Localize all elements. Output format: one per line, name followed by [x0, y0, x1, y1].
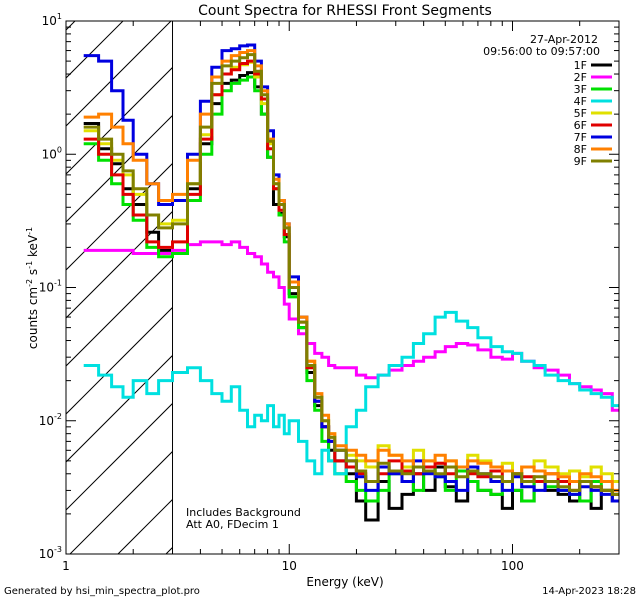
series-6F — [83, 59, 619, 496]
hatch-line — [66, 21, 172, 127]
legend-label: 3F — [574, 83, 587, 96]
hatch-line — [66, 66, 173, 175]
series-5F — [83, 60, 619, 483]
legend-label: 8F — [574, 143, 587, 156]
legend-label: 7F — [574, 131, 587, 144]
hatch-line — [66, 402, 173, 511]
legend-label: 4F — [574, 95, 587, 108]
y-tick-label: 10-3 — [39, 545, 62, 561]
x-axis-label: Energy (keV) — [306, 575, 383, 589]
series-4F — [83, 310, 619, 476]
chart-title: Count Spectra for RHESSI Front Segments — [198, 3, 492, 19]
x-tick-label: 1 — [62, 559, 70, 573]
legend-label: 9F — [574, 155, 587, 168]
series-8F — [83, 49, 619, 492]
hatch-line — [66, 258, 173, 367]
annotation-line-1: Includes Background — [186, 506, 301, 519]
hatch-line — [69, 450, 173, 554]
series-3F — [83, 75, 619, 503]
legend-label: 6F — [574, 119, 587, 132]
observation-time-range: 09:56:00 to 09:57:00 — [483, 45, 600, 58]
observation-date: 27-Apr-2012 — [530, 33, 598, 46]
background-hatch — [0, 21, 173, 554]
annotation-line-2: Att A0, FDecim 1 — [186, 518, 279, 531]
y-tick-label: 10-2 — [39, 412, 62, 428]
hatch-line — [66, 21, 124, 79]
y-axis-label: counts cm-2 s-1 keV-1 — [25, 227, 40, 349]
legend-label: 5F — [574, 107, 587, 120]
y-tick-label: 100 — [42, 145, 62, 161]
legend-label: 2F — [574, 71, 587, 84]
hatch-line — [66, 210, 173, 319]
footer-generated-by: Generated by hsi_min_spectra_plot.pro — [4, 586, 200, 597]
y-tick-label: 10-1 — [39, 279, 62, 295]
series-9F — [83, 53, 619, 496]
y-tick-label: 101 — [42, 12, 62, 28]
series-2F — [83, 240, 619, 412]
footer-timestamp: 14-Apr-2023 18:28 — [542, 586, 636, 597]
hatch-line — [0, 21, 27, 554]
series-7F — [83, 43, 619, 503]
series-1F — [83, 71, 619, 522]
legend-label: 1F — [574, 59, 587, 72]
x-tick-label: 100 — [501, 559, 524, 573]
x-tick-label: 10 — [282, 559, 297, 573]
